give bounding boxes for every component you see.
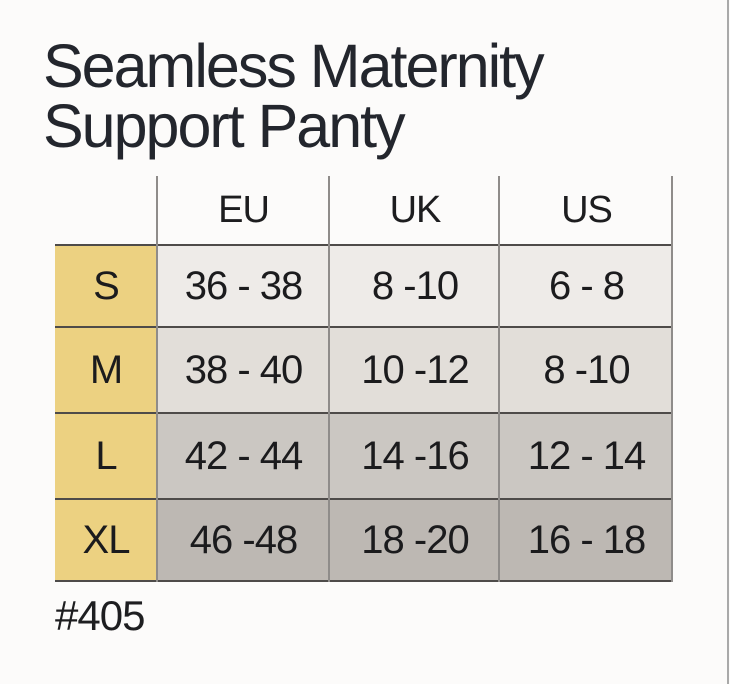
cell-xl-us: 16 - 18 (500, 500, 673, 580)
table-row-l: L 42 - 44 14 -16 12 - 14 (55, 414, 673, 498)
header-spacer-cell (55, 176, 157, 244)
table-row-xl: XL 46 -48 18 -20 16 - 18 (55, 500, 673, 580)
grid-line-horizontal-1 (55, 244, 673, 246)
table-header-row: EU UK US (55, 176, 673, 244)
grid-line-horizontal-4 (55, 498, 673, 500)
product-code: #405 (55, 592, 145, 639)
table-row-m: M 38 - 40 10 -12 8 -10 (55, 328, 673, 412)
cell-xl-eu: 46 -48 (157, 500, 330, 580)
row-label-m: M (55, 328, 157, 412)
right-edge-line (727, 0, 729, 684)
table-row-s: S 36 - 38 8 -10 6 - 8 (55, 246, 673, 326)
cell-s-uk: 8 -10 (330, 246, 500, 326)
grid-line-vertical-2 (328, 176, 330, 582)
cell-l-eu: 42 - 44 (157, 414, 330, 498)
grid-line-horizontal-3 (55, 412, 673, 414)
grid-line-vertical-1 (156, 176, 158, 582)
size-chart-table: EU UK US S 36 - 38 8 -10 6 - 8 M 38 - 40… (55, 176, 673, 582)
grid-line-vertical-3 (498, 176, 500, 582)
page-title-line2: Support Panty (43, 92, 406, 160)
column-header-us: US (561, 188, 613, 231)
grid-line-horizontal-2 (55, 326, 673, 328)
row-label-xl: XL (55, 500, 157, 580)
column-header-uk: UK (389, 188, 442, 231)
cell-m-uk: 10 -12 (330, 328, 500, 412)
page-title: Seamless Maternity Support Panty (43, 32, 545, 160)
cell-m-us: 8 -10 (500, 328, 673, 412)
column-header-eu: EU (218, 188, 270, 231)
row-label-l: L (55, 414, 157, 498)
cell-m-eu: 38 - 40 (157, 328, 330, 412)
cell-l-uk: 14 -16 (330, 414, 500, 498)
page-title-line1: Seamless Maternity (43, 32, 545, 100)
cell-xl-uk: 18 -20 (330, 500, 500, 580)
grid-line-horizontal-5 (55, 580, 673, 582)
cell-s-eu: 36 - 38 (157, 246, 330, 326)
cell-s-us: 6 - 8 (500, 246, 673, 326)
row-label-s: S (55, 246, 157, 326)
grid-line-vertical-4 (671, 176, 673, 582)
cell-l-us: 12 - 14 (500, 414, 673, 498)
